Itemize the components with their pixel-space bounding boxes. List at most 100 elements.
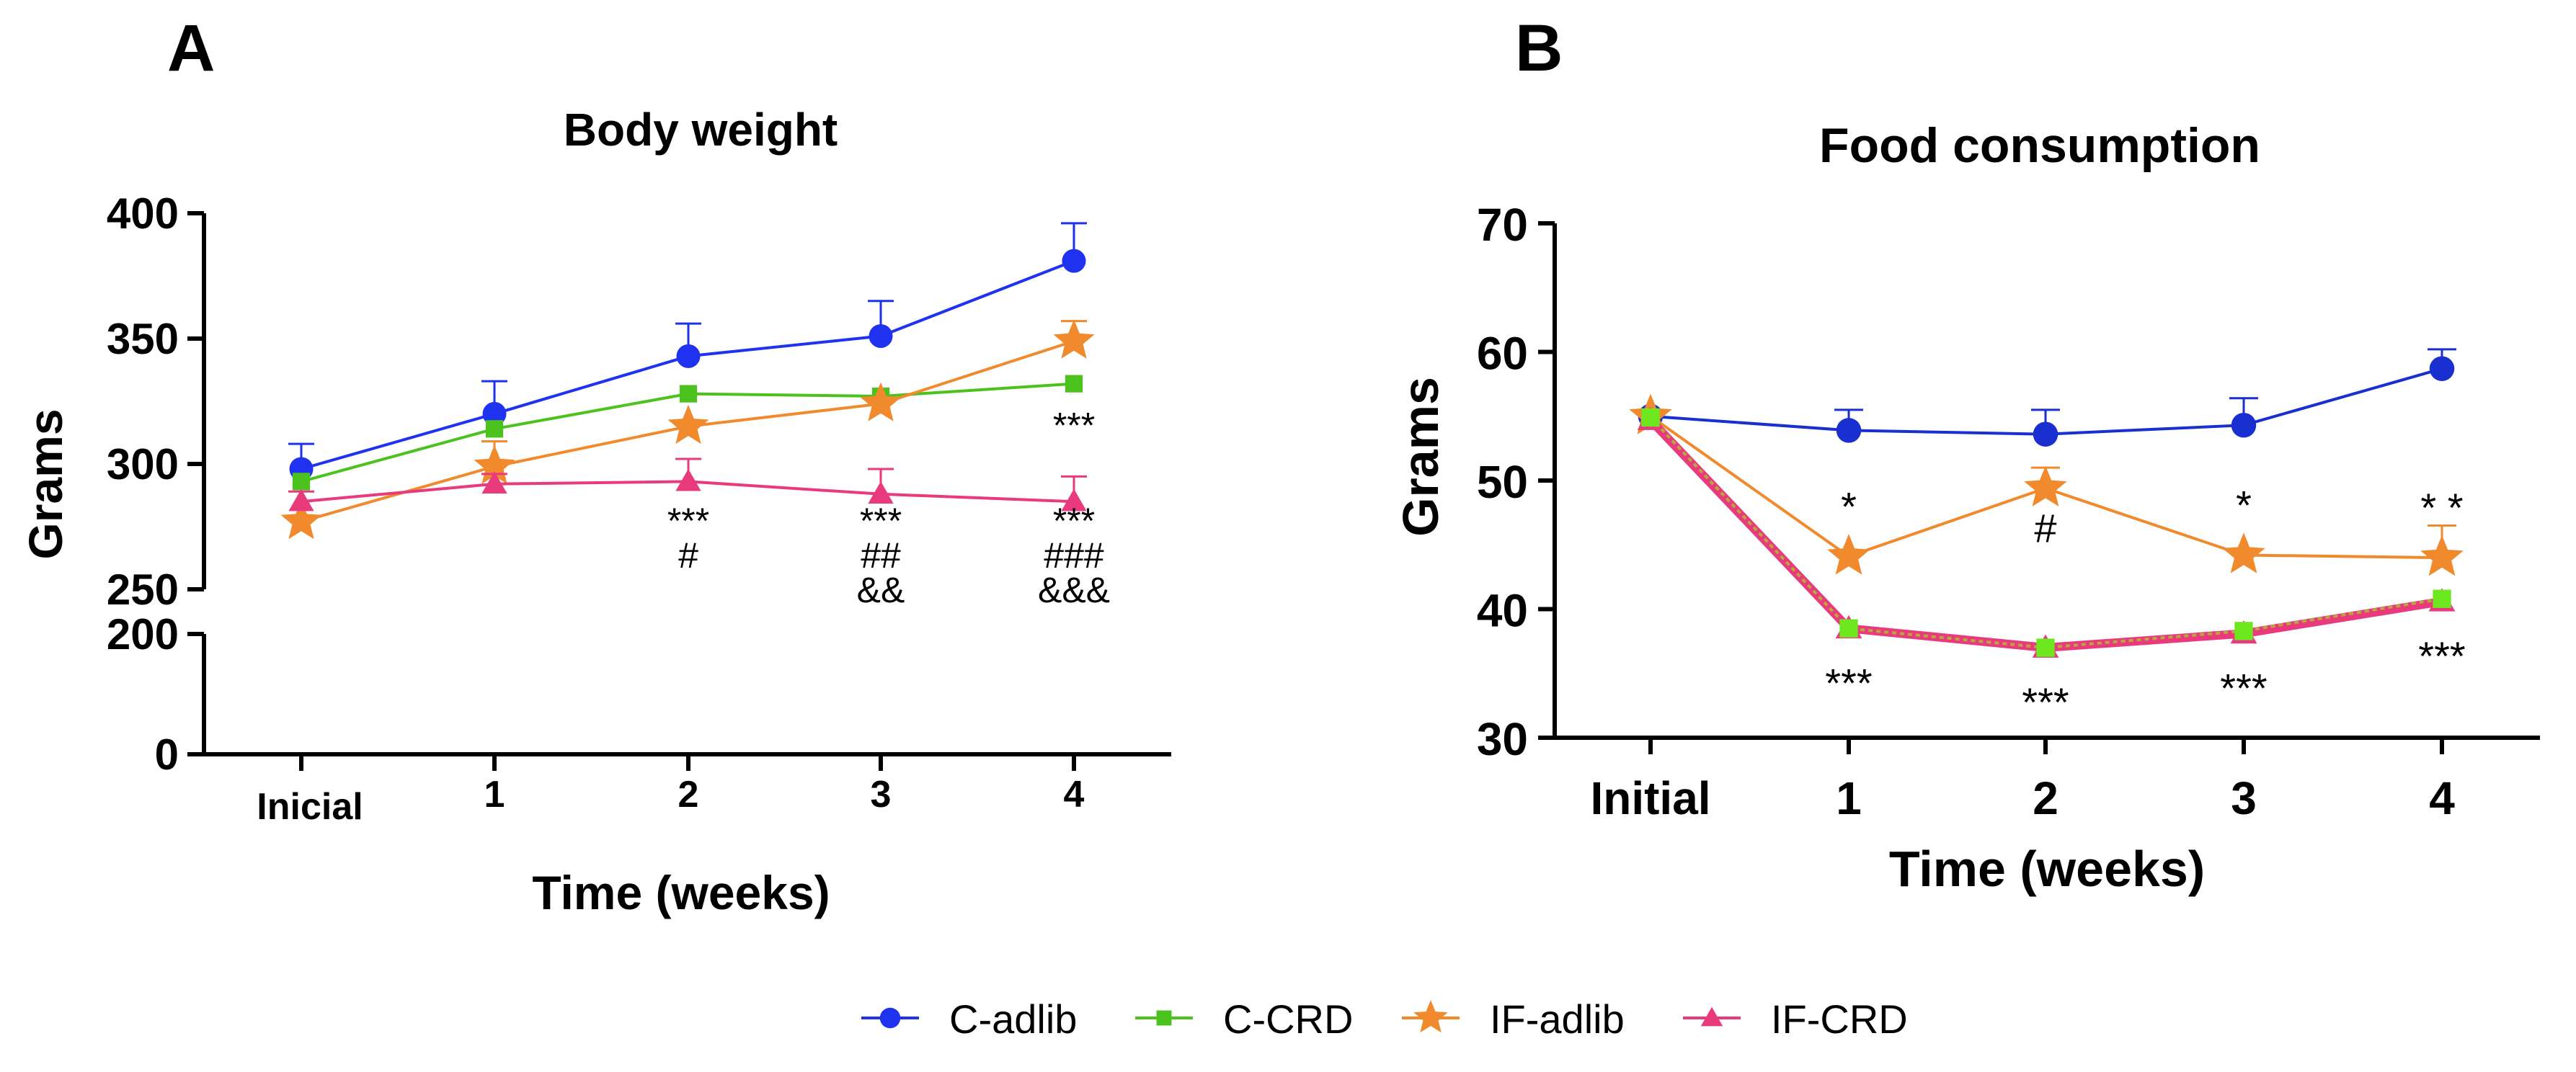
series-if_crd <box>288 457 1087 512</box>
y-tick-label: 50 <box>1477 456 1528 508</box>
data-point <box>2033 421 2058 447</box>
data-point <box>667 404 709 445</box>
panel-b-letter: B <box>1515 12 1563 85</box>
data-point <box>860 382 902 421</box>
data-point <box>1061 488 1087 512</box>
data-point <box>280 500 322 540</box>
series-if_adlib <box>280 319 1095 540</box>
y-tick-label: 70 <box>1477 199 1528 251</box>
legend-swatch-marker <box>1413 1000 1448 1033</box>
data-point <box>2433 589 2451 608</box>
data-point <box>482 401 507 426</box>
data-point <box>675 468 701 491</box>
series-c_crd_b <box>1641 408 2451 657</box>
data-point <box>2036 638 2055 657</box>
significance-label: *** <box>1053 406 1095 446</box>
legend-swatch-marker <box>1156 1010 1172 1026</box>
data-point <box>869 324 893 349</box>
significance-label: *** <box>2418 633 2465 679</box>
y-tick-label: 200 <box>107 610 179 658</box>
panel-a-x-axis-label: Time (weeks) <box>532 866 830 919</box>
x-tick-label: 2 <box>678 774 699 816</box>
data-point <box>2222 532 2265 573</box>
y-tick-label: 60 <box>1477 328 1528 380</box>
panel-a-letter: A <box>167 12 215 85</box>
legend-item-if_crd: IF-CRD <box>1683 996 1908 1042</box>
data-point <box>474 445 515 484</box>
data-point <box>1839 619 1858 638</box>
data-point <box>1836 418 1862 443</box>
x-tick-label: 4 <box>1064 774 1085 816</box>
panel-a-annotations: ***#***##&&***###&&&*** <box>667 406 1110 610</box>
x-tick-label: 4 <box>2429 772 2455 824</box>
data-point <box>2429 356 2455 381</box>
panel-b-x-ticks: Initial 1 2 3 4 <box>1590 738 2455 824</box>
data-point <box>481 471 507 494</box>
legend-label: IF-adlib <box>1490 996 1625 1042</box>
data-point <box>1827 534 1870 575</box>
series-if_adlib <box>1629 393 2464 576</box>
significance-label: &&& <box>1038 570 1110 610</box>
y-tick-label: 400 <box>107 189 179 238</box>
data-point <box>288 488 314 512</box>
data-point <box>2234 622 2253 640</box>
y-tick-label: 0 <box>155 731 179 779</box>
panel-b-food-consumption: B Food consumption Grams Time (weeks) 30… <box>1393 12 2540 897</box>
data-point <box>1053 319 1095 359</box>
x-tick-label: 2 <box>2033 772 2058 824</box>
x-tick-label: Initial <box>1590 772 1710 824</box>
legend-label: IF-CRD <box>1771 996 1908 1042</box>
legend-item-c_adlib: C-adlib <box>861 996 1077 1042</box>
significance-label: * <box>2236 483 2252 528</box>
x-tick-label: 1 <box>484 774 505 816</box>
legend-swatch-marker <box>1700 1006 1723 1027</box>
x-tick-label: Inicial <box>257 786 363 828</box>
significance-label: * <box>1841 483 1857 529</box>
x-tick-label: 3 <box>2231 772 2257 824</box>
legend-item-if_adlib: IF-adlib <box>1402 996 1625 1042</box>
panel-b-title: Food consumption <box>1819 118 2260 173</box>
data-point <box>2420 535 2464 576</box>
series-c_adlib <box>288 222 1087 481</box>
significance-label: # <box>678 535 698 576</box>
data-point <box>2024 465 2067 506</box>
data-point <box>868 481 894 504</box>
panel-b-y-ticks: 30 40 50 60 70 <box>1477 199 1555 765</box>
panel-a-y-ticks: 250 300 350 400 0 200 <box>107 189 204 779</box>
significance-label: && <box>857 570 905 610</box>
significance-label: *** <box>1825 660 1872 705</box>
significance-label: *** <box>2022 679 2069 725</box>
significance-label: ### <box>1044 535 1104 576</box>
legend-label: C-adlib <box>949 996 1077 1042</box>
panel-b-series <box>1629 348 2464 658</box>
data-point <box>292 473 311 491</box>
significance-label: *** <box>860 501 902 541</box>
panel-b-y-axis-label: Grams <box>1393 377 1449 537</box>
legend-item-c_crd: C-CRD <box>1135 996 1353 1042</box>
significance-label: *** <box>667 501 709 541</box>
legend-swatch-marker <box>879 1007 901 1029</box>
data-point <box>1065 375 1083 393</box>
panel-b-x-axis-label: Time (weeks) <box>1889 841 2205 897</box>
data-point <box>676 344 701 368</box>
panel-a-title: Body weight <box>564 104 838 156</box>
panel-a-body-weight: A Body weight Grams Time (weeks) 250 300 3… <box>19 12 1171 919</box>
data-point <box>485 420 504 438</box>
panel-a-y-axis-label: Grams <box>19 408 72 559</box>
data-point <box>679 385 698 403</box>
significance-label: *** <box>1053 501 1095 541</box>
data-point <box>2231 412 2257 438</box>
y-tick-label: 350 <box>107 315 179 363</box>
panel-a-series <box>280 222 1095 540</box>
x-tick-label: 3 <box>871 774 892 816</box>
y-tick-label: 250 <box>107 566 179 614</box>
data-point <box>1641 408 1660 427</box>
legend: C-adlib C-CRD IF-adlib IF-CRD <box>861 996 1908 1042</box>
y-tick-label: 40 <box>1477 585 1528 637</box>
significance-label: ## <box>861 535 901 576</box>
significance-label: *** <box>2220 665 2267 710</box>
legend-label: C-CRD <box>1223 996 1353 1042</box>
significance-label: * * <box>2420 485 2463 530</box>
x-tick-label: 1 <box>1836 772 1862 824</box>
